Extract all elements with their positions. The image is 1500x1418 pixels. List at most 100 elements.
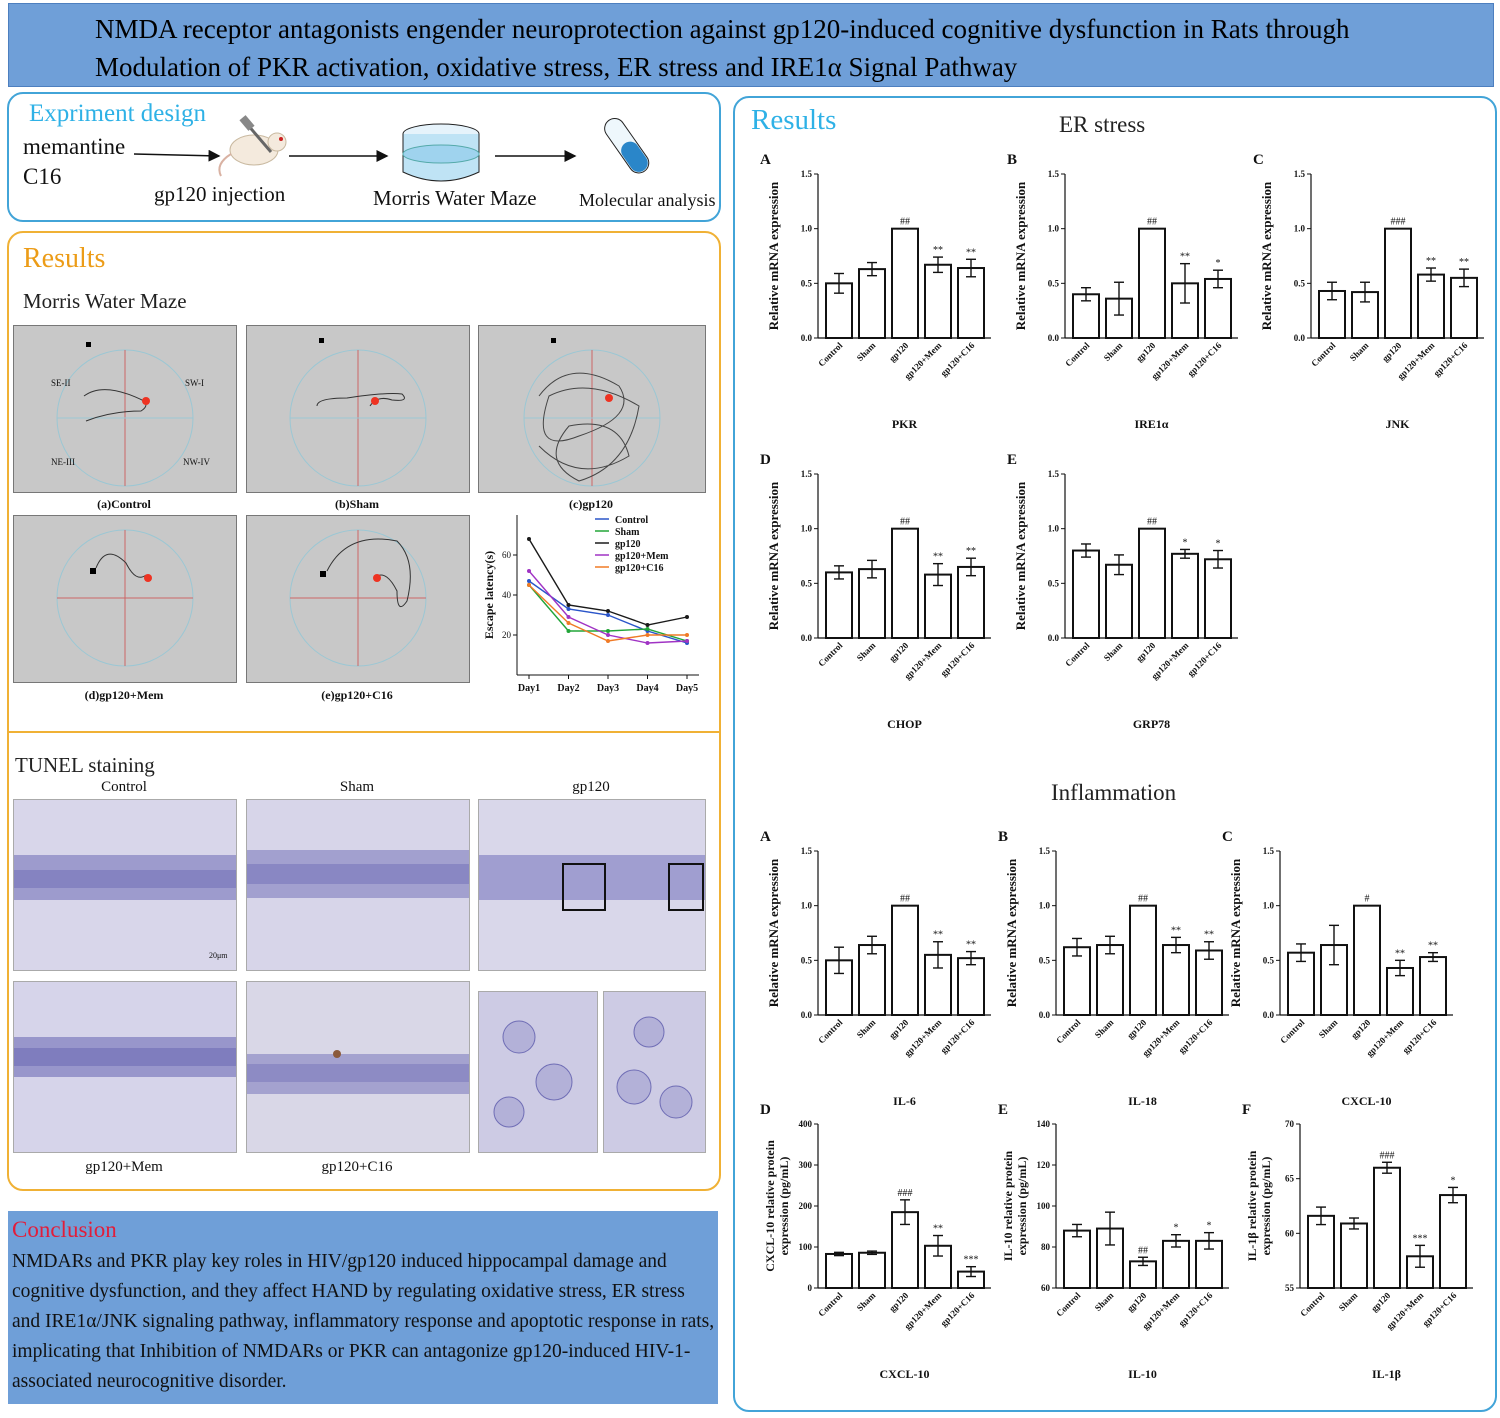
x-tick-label: gp120+C16 bbox=[938, 640, 976, 678]
x-tick-label: Control bbox=[816, 1290, 845, 1319]
y-tick-label: 0.5 bbox=[801, 278, 813, 288]
panel-letter: D bbox=[760, 1102, 771, 1118]
y-tick-label: 1.5 bbox=[1263, 846, 1275, 856]
x-tick-label: gp120+C16 bbox=[1185, 340, 1223, 378]
panel-letter: B bbox=[1007, 152, 1017, 168]
bar bbox=[858, 268, 886, 339]
y-axis-label: Relative mRNA expression bbox=[766, 181, 781, 330]
significance-mark: ** bbox=[933, 245, 943, 256]
x-tick-label: Sham bbox=[855, 1017, 878, 1040]
y-tick-label: 100 bbox=[799, 1242, 813, 1252]
y-tick-label: 1.5 bbox=[1048, 169, 1060, 179]
bar-chart-svg: E 60 80 100 120 140 IL-10 relative protein expr… bbox=[998, 1102, 1229, 1381]
bar-chart-inflammation-e: E 60 80 100 120 140 IL-10 relative protein expr… bbox=[998, 1098, 1229, 1383]
x-tick-label: gp120 bbox=[1134, 340, 1158, 364]
x-tick-label: gp120 bbox=[887, 340, 911, 364]
mwm-heading: Morris Water Maze bbox=[23, 289, 187, 313]
x-tick-label: Control bbox=[1063, 640, 1092, 669]
step-morris-water-maze: Morris Water Maze bbox=[373, 186, 537, 210]
design-flow-diagram bbox=[133, 115, 650, 182]
x-tick-label: Day2 bbox=[557, 683, 579, 694]
bar-chart-svg: E 0.0 0.5 1.0 1.5 Relative mRNA expression Con… bbox=[1007, 452, 1238, 731]
experiment-design-panel: Expriment design memantine C16 gp120 inj… bbox=[7, 92, 721, 222]
significance-mark: ** bbox=[1171, 925, 1181, 936]
maze-caption: (e)gp120+C16 bbox=[321, 688, 393, 702]
bar bbox=[1384, 227, 1412, 339]
latency-svg: 20 40 60 Day1 Day2 Day3 Day4 Day5 Escape latency… bbox=[482, 515, 699, 694]
bar bbox=[957, 267, 985, 339]
y-tick-label: 0.0 bbox=[1039, 1010, 1051, 1020]
x-tick-label: Control bbox=[1309, 340, 1338, 369]
bar bbox=[1204, 277, 1232, 340]
drug-c16: C16 bbox=[23, 164, 62, 189]
panel-letter: E bbox=[998, 1102, 1008, 1118]
bar-chart-er-stress-d: D 0.0 0.5 1.0 1.5 Relative mRNA expression Con… bbox=[760, 448, 991, 733]
y-axis-label: CXCL-10 relative protein bbox=[763, 1140, 777, 1272]
data-point bbox=[566, 621, 571, 625]
y-tick-label: 1.0 bbox=[801, 901, 813, 911]
chart-gene-label: IRE1α bbox=[1134, 417, 1168, 431]
x-tick-label: Sham bbox=[1102, 340, 1125, 363]
y-tick-label: 0.0 bbox=[1294, 333, 1306, 343]
y-axis-label: Relative mRNA expression bbox=[766, 481, 781, 630]
significance-mark: ** bbox=[1426, 256, 1436, 267]
x-tick-label: Control bbox=[816, 1017, 845, 1046]
tunel-image-gp120-c16 bbox=[246, 981, 470, 1153]
bar bbox=[1353, 904, 1381, 1016]
data-point bbox=[527, 569, 531, 573]
y-tick-label: 100 bbox=[1037, 1201, 1051, 1211]
significance-mark: *** bbox=[1413, 1233, 1428, 1244]
chart-gene-label: CXCL-10 bbox=[880, 1367, 930, 1381]
y-tick-label: 0.0 bbox=[801, 333, 813, 343]
step-molecular-analysis: Molecular analysis bbox=[579, 190, 716, 210]
legend-label: Control bbox=[615, 515, 648, 526]
x-tick-label: gp120+C16 bbox=[1185, 640, 1223, 678]
panel-letter: B bbox=[998, 829, 1008, 845]
bar-chart-svg: A 0.0 0.5 1.0 1.5 Relative mRNA expression Con… bbox=[760, 152, 991, 431]
y-axis-label: expression (pg/mL) bbox=[1015, 1157, 1029, 1256]
x-tick-label: Sham bbox=[1093, 1017, 1116, 1040]
maze-track-control bbox=[13, 325, 237, 493]
y-tick-label: 60 bbox=[1041, 1283, 1051, 1293]
significance-mark: ** bbox=[966, 940, 976, 951]
bar-chart-inflammation-f: F 55 60 65 70 IL-1β relative protein expressio… bbox=[1242, 1098, 1473, 1383]
significance-mark: ### bbox=[1380, 1150, 1395, 1161]
data-point bbox=[566, 603, 571, 607]
significance-mark: *** bbox=[964, 1255, 979, 1266]
significance-mark: ** bbox=[933, 930, 943, 941]
significance-mark: ## bbox=[1147, 217, 1157, 228]
significance-mark: ### bbox=[1391, 217, 1406, 228]
y-tick-label: 1.5 bbox=[1048, 469, 1060, 479]
significance-mark: ### bbox=[898, 1188, 913, 1199]
bar-chart-svg: F 55 60 65 70 IL-1β relative protein expressio… bbox=[1242, 1102, 1473, 1381]
significance-mark: ** bbox=[933, 552, 943, 563]
significance-mark: ## bbox=[1138, 1245, 1148, 1256]
bar bbox=[891, 527, 919, 639]
results-right-panel: Results ER stress Inflammation A 0.0 0.5 1.… bbox=[733, 96, 1497, 1412]
y-tick-label: 1.5 bbox=[801, 846, 813, 856]
x-tick-label: gp120+C16 bbox=[1176, 1290, 1214, 1328]
x-tick-label: Control bbox=[1298, 1290, 1327, 1319]
x-tick-label: gp120+C16 bbox=[1176, 1017, 1214, 1055]
maze-track-gp120 bbox=[478, 325, 706, 493]
bar bbox=[1307, 1214, 1335, 1289]
y-tick-label: 1.0 bbox=[1294, 224, 1306, 234]
x-tick-label: gp120 bbox=[1125, 1017, 1149, 1041]
chart-gene-label: PKR bbox=[892, 417, 918, 431]
bar-chart-svg: B 0.0 0.5 1.0 1.5 Relative mRNA expression Con… bbox=[998, 829, 1229, 1108]
significance-mark: ## bbox=[900, 894, 910, 905]
bar bbox=[825, 571, 853, 639]
x-tick-label: gp120 bbox=[887, 640, 911, 664]
y-axis-label: expression (pg/mL) bbox=[777, 1157, 791, 1256]
x-tick-label: gp120 bbox=[1380, 340, 1404, 364]
y-axis-label: Relative mRNA expression bbox=[1013, 481, 1028, 630]
water-maze-icon bbox=[402, 123, 480, 182]
panel-letter: A bbox=[760, 152, 771, 168]
bar bbox=[1072, 549, 1100, 639]
drug-memantine: memantine bbox=[23, 134, 126, 159]
data-point bbox=[645, 633, 650, 637]
inflammation-heading: Inflammation bbox=[1051, 780, 1177, 805]
x-tick-label: Day4 bbox=[636, 683, 658, 694]
significance-mark: ## bbox=[900, 517, 910, 528]
y-tick-label: 1.5 bbox=[801, 169, 813, 179]
